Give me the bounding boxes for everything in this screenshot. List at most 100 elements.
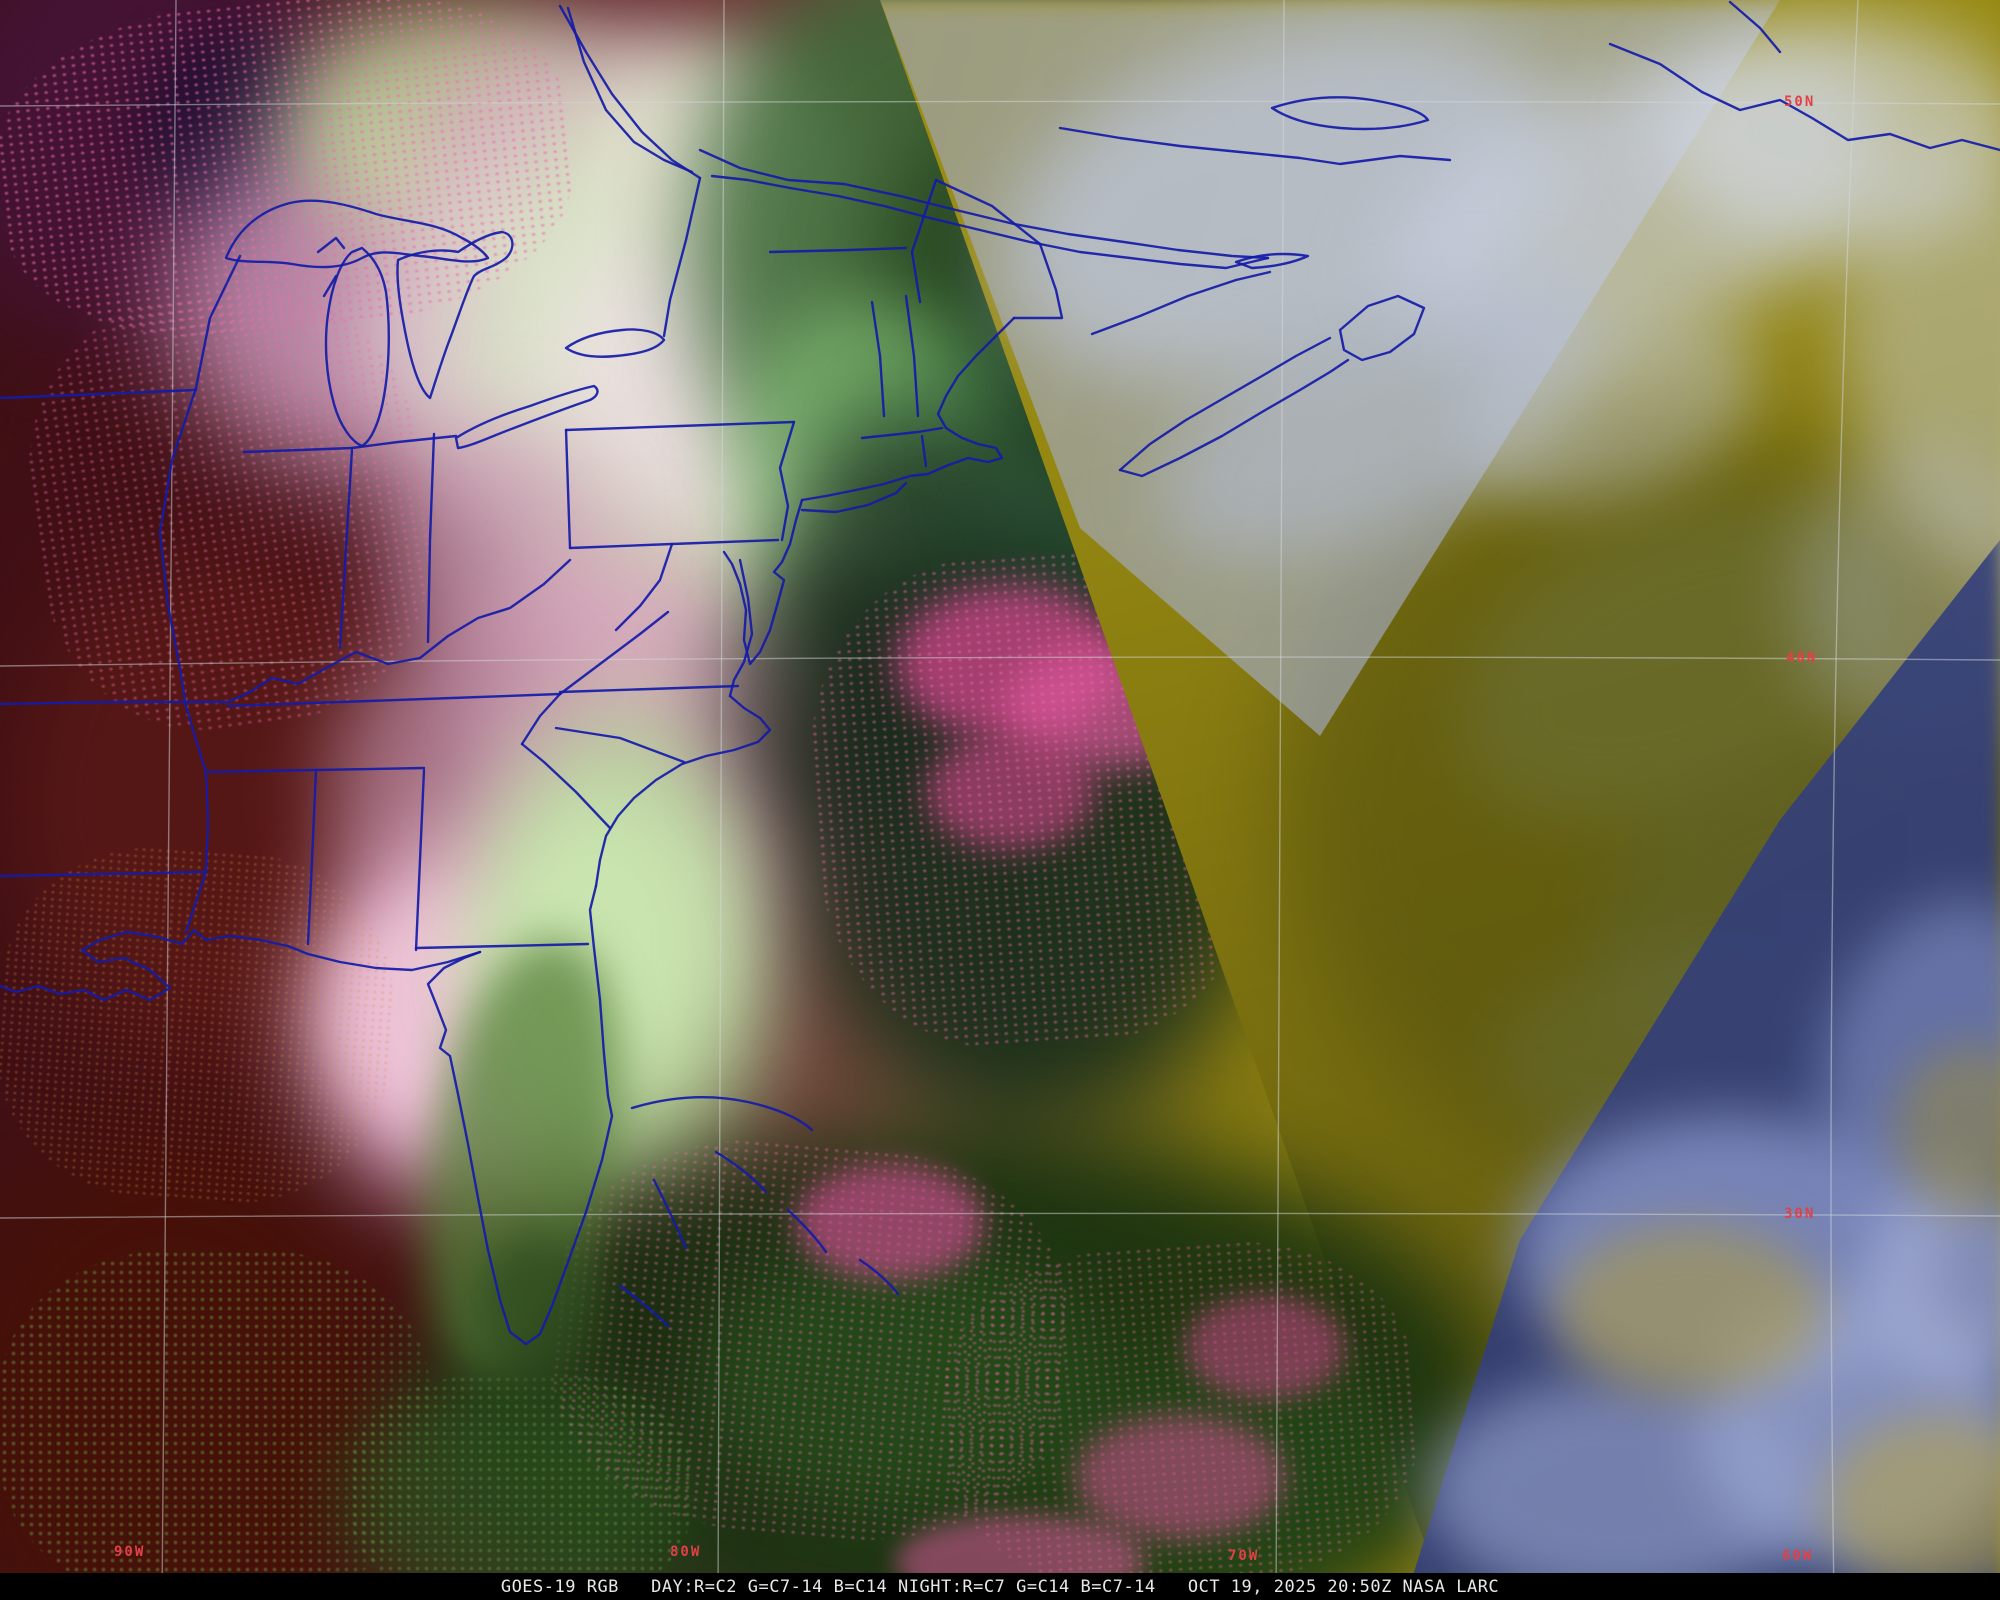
mason-dixon-line <box>568 538 780 550</box>
lat-label-50n: 50N <box>1784 94 1816 110</box>
cloud-blob <box>1655 15 2000 245</box>
st-lawrence-river <box>558 4 702 180</box>
gulf-coastline <box>0 928 482 1002</box>
caption-text: GOES-19 RGB DAY:R=C2 G=C7-14 B=C14 NIGHT… <box>500 1576 1500 1597</box>
va-ky-border <box>558 610 670 696</box>
coastline-newengland <box>800 316 1016 502</box>
lake-superior-outline <box>224 199 490 269</box>
nova-scotia-south <box>1118 358 1350 478</box>
caption-bar: GOES-19 RGB DAY:R=C2 G=C7-14 B=C14 NIGHT… <box>0 1573 2000 1600</box>
cloud-blob <box>1075 1415 1285 1540</box>
lake-huron-outline <box>396 230 514 400</box>
island-outline <box>652 1178 688 1250</box>
gridline-40n <box>0 656 2000 667</box>
al-ga-border <box>414 768 426 952</box>
canada-outlines <box>558 0 2000 478</box>
ga-fl-border <box>414 942 590 950</box>
island-outline <box>786 1208 828 1254</box>
labrador-coast <box>1728 0 1782 54</box>
great-lakes-outlines <box>224 199 666 450</box>
keweenaw-outline <box>316 236 346 254</box>
state-border-line <box>870 300 886 418</box>
island-outline <box>714 1150 768 1194</box>
cloud-blob <box>1185 1295 1345 1400</box>
gridline-30n <box>0 1212 2000 1219</box>
state-border-line <box>904 294 920 418</box>
florida-outline <box>426 884 614 1346</box>
tn-ms-west-border <box>184 704 208 774</box>
us-canada-st-lawrence-border <box>662 176 702 338</box>
coastline-nc-ga <box>594 694 772 888</box>
state-border-line <box>920 434 928 468</box>
maine-west-border <box>910 178 938 304</box>
cloud-blob <box>475 1235 605 1385</box>
lake-ontario-outline <box>564 328 666 358</box>
cloud-blob <box>795 1165 985 1280</box>
nc-tn-border <box>520 692 562 746</box>
nova-scotia-north <box>1118 336 1332 472</box>
mn-ia-border <box>0 388 198 400</box>
lon-label-80w: 80W <box>670 1544 702 1560</box>
pa-oh-border <box>564 428 572 550</box>
il-in-border <box>338 448 354 650</box>
lat-label-30n: 30N <box>1784 1206 1816 1222</box>
wi-mn-border <box>194 254 242 390</box>
cape-breton-outline <box>1338 294 1426 362</box>
va-nc-border <box>558 684 740 694</box>
lat-label-40n: 40N <box>1786 650 1818 666</box>
cloud-blob <box>925 735 1095 850</box>
gridline-90w <box>161 0 177 1600</box>
maine-east-border <box>1012 242 1064 320</box>
ottawa-river-border <box>566 6 694 174</box>
oh-in-border <box>426 432 436 644</box>
cloud-blob <box>695 1245 1105 1515</box>
lake-erie-outline <box>454 384 599 450</box>
gridline-80w <box>717 0 725 1600</box>
chesapeake-west-shore <box>728 558 754 698</box>
bahamas-outlines <box>618 1096 900 1328</box>
st-lawrence-north-bank <box>698 148 1270 260</box>
coastline-nj-delmarva <box>722 498 804 666</box>
maine-north-border <box>934 178 1042 246</box>
lon-label-90w: 90W <box>114 1544 146 1560</box>
la-north-border <box>0 870 208 878</box>
gulf-north-shore <box>1058 126 1452 166</box>
cloud-blob <box>1555 1225 1825 1395</box>
lon-label-70w: 70W <box>1228 1548 1260 1564</box>
sc-ga-border <box>520 742 612 830</box>
mi-oh-in-border <box>350 434 458 450</box>
lon-label-60w: 60W <box>1782 1548 1814 1564</box>
island-outline <box>630 1096 814 1132</box>
long-island-outline <box>800 481 908 514</box>
gaspe-south-bank <box>710 174 1270 270</box>
gridline-70w <box>1275 0 1285 1600</box>
pei-outline <box>1234 252 1310 270</box>
wv-border-line <box>614 542 674 632</box>
newfoundland-coast <box>1608 42 2000 152</box>
upper-mississippi-river <box>158 386 198 708</box>
ohio-river <box>226 558 572 704</box>
lower-mississippi-river <box>184 870 208 934</box>
island-outline <box>858 1258 900 1296</box>
ky-tn-border <box>226 692 562 708</box>
ny-pa-border <box>564 420 796 432</box>
cloud-blob <box>1425 1375 1815 1600</box>
mo-ar-border <box>0 700 230 706</box>
ny-nj-border <box>778 420 796 542</box>
nc-sc-border <box>554 726 686 764</box>
green-bay-outline <box>322 274 338 298</box>
gridline-60w <box>1830 0 1859 1600</box>
vt-nh-canada-border <box>768 246 908 254</box>
bay-of-fundy-shore <box>1090 270 1272 336</box>
speckle-cloud-field <box>350 1375 690 1600</box>
atlantic-coastline <box>0 316 1016 1346</box>
state-border-lines <box>0 178 1064 952</box>
state-border-line <box>860 426 944 440</box>
cloud-blob <box>1825 1415 2000 1595</box>
island-outline <box>618 1284 670 1328</box>
cloud-blob <box>340 1375 690 1600</box>
